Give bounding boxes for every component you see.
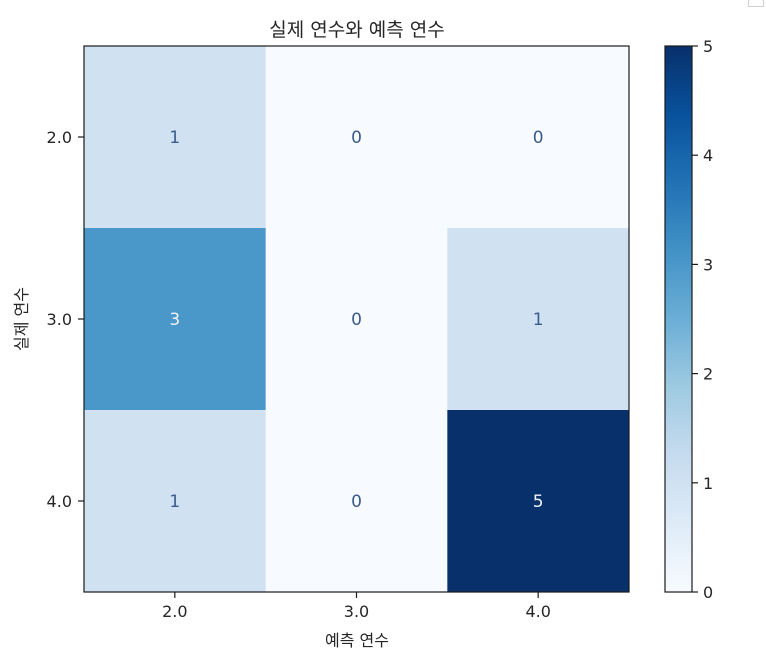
colorbar-tick-label: 5 [703,37,713,56]
colorbar-ticks: 0 1 2 3 4 5 [692,37,713,602]
colorbar [664,45,693,593]
cell-value-label: 1 [169,492,180,512]
cell-value-label: 0 [533,128,544,148]
y-axis-label: 실제 연수 [12,287,31,351]
colorbar-tick-label: 1 [703,474,713,493]
heatmap-cell [265,46,448,229]
heatmap-cell-labels: 1 0 0 3 0 1 1 0 5 [169,128,543,512]
heatmap-cell [84,46,267,229]
x-axis-ticks: 2.0 3.0 4.0 [162,592,551,621]
heatmap-cell [447,410,630,593]
cell-value-label: 1 [169,128,180,148]
cell-value-label: 3 [169,310,180,330]
cell-value-label: 0 [351,492,362,512]
cell-value-label: 0 [351,310,362,330]
heatmap-cell [265,228,448,411]
chart-title: 실제 연수와 예측 연수 [269,19,444,41]
window-corner-mark [748,0,764,7]
y-tick-label: 2.0 [47,128,72,147]
heatmap-cell [265,410,448,593]
x-axis-label: 예측 연수 [325,631,389,650]
heatmap-cell [84,228,267,411]
heatmap-cells [84,46,630,593]
colorbar-tick-label: 3 [703,255,713,274]
y-tick-label: 4.0 [47,492,72,511]
colorbar-tick-label: 0 [703,583,713,602]
y-tick-label: 3.0 [47,310,72,329]
colorbar-tick-label: 4 [703,146,713,165]
x-tick-label: 2.0 [162,602,187,621]
heatmap-cell [447,228,630,411]
cell-value-label: 0 [351,128,362,148]
heatmap-cell [84,410,267,593]
cell-value-label: 5 [533,492,544,512]
x-tick-label: 4.0 [525,602,550,621]
x-tick-label: 3.0 [344,602,369,621]
colorbar-tick-label: 2 [703,365,713,384]
cell-value-label: 1 [533,310,544,330]
heatmap-cell [447,46,630,229]
y-axis-ticks: 2.0 3.0 4.0 [47,128,84,511]
